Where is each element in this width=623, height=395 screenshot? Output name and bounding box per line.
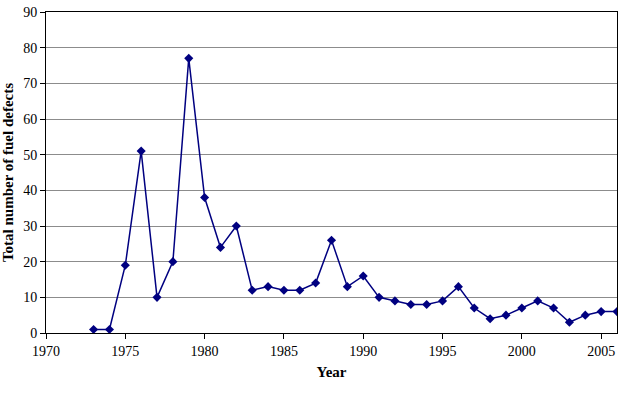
svg-text:50: 50 [23, 148, 37, 163]
svg-text:60: 60 [23, 112, 37, 127]
svg-text:1995: 1995 [429, 344, 457, 359]
svg-text:0: 0 [30, 326, 37, 341]
svg-text:Year: Year [317, 364, 347, 380]
svg-text:90: 90 [23, 5, 37, 20]
svg-text:30: 30 [23, 219, 37, 234]
svg-text:1975: 1975 [111, 344, 139, 359]
svg-text:70: 70 [23, 76, 37, 91]
svg-text:1980: 1980 [191, 344, 219, 359]
svg-text:2000: 2000 [508, 344, 536, 359]
svg-text:20: 20 [23, 255, 37, 270]
svg-text:1990: 1990 [349, 344, 377, 359]
svg-text:10: 10 [23, 290, 37, 305]
svg-text:1970: 1970 [32, 344, 60, 359]
svg-text:2005: 2005 [587, 344, 615, 359]
svg-text:1985: 1985 [270, 344, 298, 359]
svg-text:40: 40 [23, 183, 37, 198]
svg-text:Total number of fuel defects: Total number of fuel defects [0, 83, 16, 262]
svg-text:80: 80 [23, 41, 37, 56]
